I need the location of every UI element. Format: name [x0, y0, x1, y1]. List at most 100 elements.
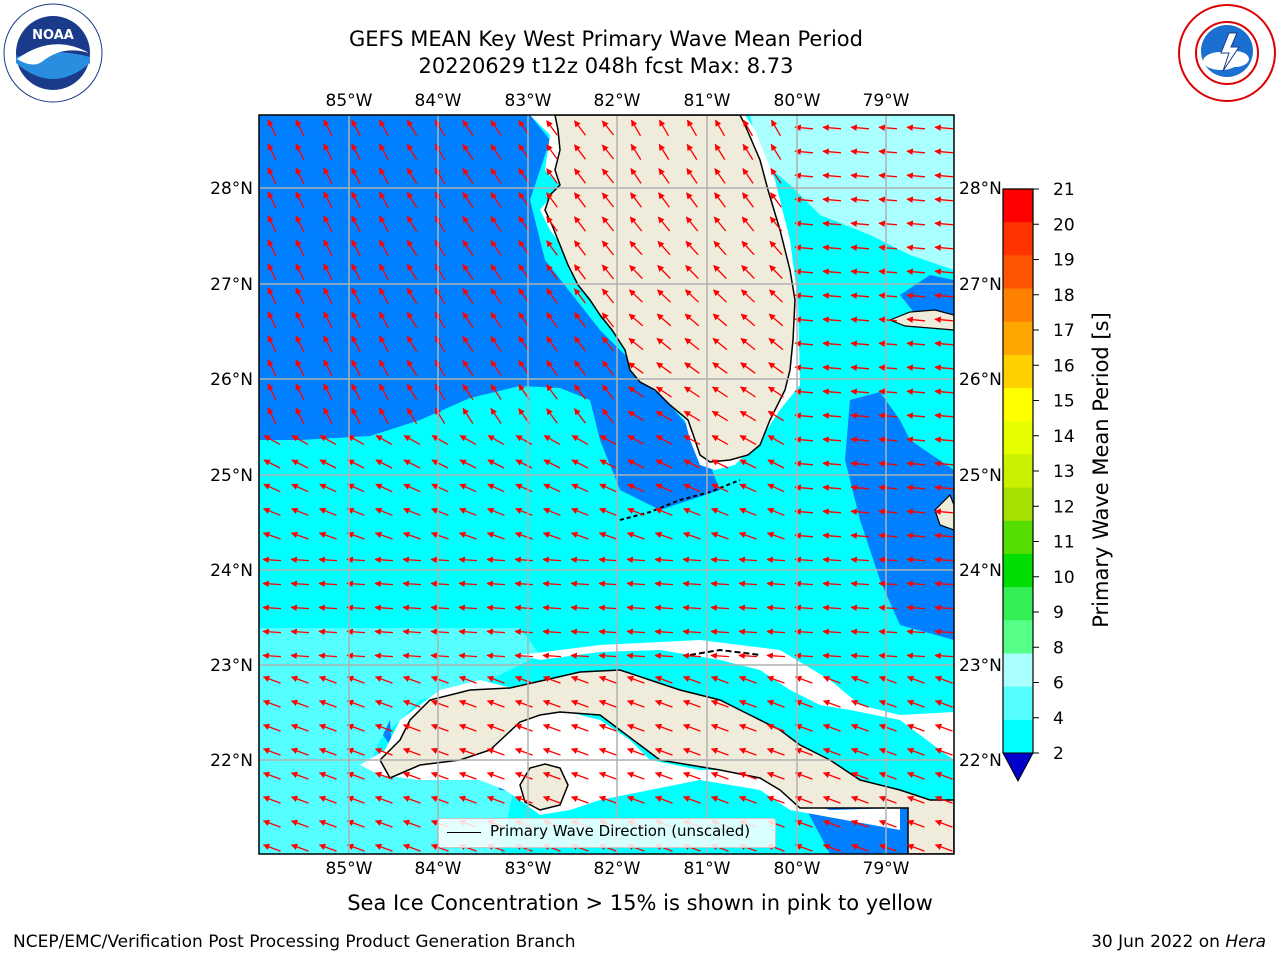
- wave-arrow: [850, 604, 870, 612]
- wave-arrow: [766, 652, 786, 660]
- lon-tick-bottom: 80°W: [774, 859, 821, 879]
- wave-arrow: [766, 580, 786, 588]
- wave-arrow: [655, 483, 673, 493]
- wave-arrow: [290, 652, 310, 660]
- wave-arrow: [374, 556, 394, 564]
- wave-arrow: [713, 240, 727, 256]
- nws-logo-icon: [1178, 4, 1276, 102]
- wave-arrow: [850, 124, 870, 131]
- colorbar-band: [1003, 222, 1033, 256]
- wave-arrow: [346, 747, 365, 756]
- wave-arrow: [878, 172, 898, 179]
- wave-arrow: [351, 263, 361, 281]
- wave-arrow: [434, 383, 446, 401]
- wave-arrow: [822, 771, 841, 780]
- wave-arrow: [402, 747, 421, 756]
- wave-arrow: [657, 240, 671, 256]
- wave-arrow: [822, 652, 842, 660]
- wave-arrow: [542, 723, 561, 732]
- wave-arrow: [794, 843, 813, 852]
- wave-arrow: [878, 604, 898, 612]
- wave-arrow: [598, 795, 617, 804]
- wave-arrow: [850, 747, 869, 756]
- wave-arrow: [822, 484, 842, 491]
- wave-arrow: [458, 795, 477, 804]
- wave-arrow: [486, 507, 505, 516]
- wave-arrow: [654, 628, 674, 636]
- wave-arrow: [406, 287, 418, 305]
- wave-arrow: [739, 410, 757, 422]
- wave-arrow: [459, 435, 477, 445]
- wave-arrow: [683, 410, 701, 422]
- colorbar-under-triangle: [1002, 752, 1034, 783]
- wave-arrow: [626, 675, 645, 684]
- wave-arrow: [794, 652, 814, 660]
- wave-arrow: [766, 699, 785, 708]
- wave-arrow: [402, 580, 422, 588]
- wave-arrow: [906, 292, 926, 299]
- wave-arrow: [654, 747, 673, 756]
- wave-arrow: [906, 484, 926, 491]
- wave-arrow: [934, 124, 954, 131]
- wave-arrow: [430, 507, 449, 516]
- wave-arrow: [682, 531, 701, 540]
- wave-arrow: [542, 675, 561, 684]
- wave-arrow: [402, 771, 421, 780]
- wave-arrow: [374, 795, 393, 804]
- wave-arrow: [571, 435, 589, 445]
- wave-arrow: [379, 383, 389, 401]
- wave-arrow: [262, 628, 282, 636]
- wave-arrow: [323, 239, 333, 257]
- colorbar-tick-label: 20: [1053, 215, 1075, 235]
- wave-arrow: [546, 360, 558, 376]
- colorbar-tick-label: 13: [1053, 462, 1075, 482]
- lon-tick-bottom: 85°W: [326, 859, 373, 879]
- wave-arrow: [290, 556, 310, 564]
- wave-arrow: [295, 119, 305, 137]
- wave-arrow: [934, 244, 954, 251]
- wave-arrow: [431, 483, 449, 493]
- wave-arrow: [794, 699, 813, 708]
- wave-arrow: [323, 311, 333, 329]
- wave-arrow: [906, 220, 926, 227]
- wave-arrow: [318, 771, 337, 780]
- wave-arrow: [850, 580, 870, 588]
- wave-arrow: [542, 580, 562, 588]
- wave-arrow: [686, 168, 698, 184]
- colorbar-tick-label: 12: [1053, 497, 1075, 517]
- wave-arrow: [742, 143, 754, 160]
- wave-arrow: [267, 119, 277, 137]
- wave-arrow: [486, 723, 505, 732]
- wave-arrow: [794, 675, 813, 684]
- wave-arrow: [740, 337, 756, 351]
- wave-arrow: [406, 239, 418, 257]
- wave-arrow: [318, 580, 338, 588]
- wave-arrow: [462, 119, 474, 136]
- wave-arrow: [290, 819, 309, 828]
- wave-arrow: [542, 628, 562, 636]
- wave-arrow: [934, 819, 953, 828]
- wave-arrow: [770, 119, 782, 137]
- colorbar-band: [1003, 354, 1033, 389]
- colorbar-tick-label: 11: [1053, 533, 1075, 553]
- wave-arrow: [406, 263, 418, 281]
- lon-tick-top: 79°W: [863, 91, 910, 111]
- wave-arrow: [402, 531, 421, 540]
- wave-arrow: [934, 556, 954, 564]
- wave-arrow: [374, 604, 394, 612]
- wave-arrow: [599, 435, 617, 445]
- wave-arrow: [514, 604, 534, 612]
- wave-arrow: [323, 335, 333, 353]
- wave-arrow: [323, 167, 333, 185]
- wave-arrow: [822, 604, 842, 612]
- wave-arrow: [434, 287, 446, 305]
- wave-arrow: [934, 436, 954, 443]
- wave-arrow: [379, 263, 389, 281]
- wave-arrow: [318, 795, 337, 804]
- wave-arrow: [434, 239, 446, 257]
- wave-arrow: [710, 795, 729, 804]
- wave-arrow: [738, 699, 757, 708]
- wave-arrow: [434, 407, 446, 425]
- wave-arrow: [490, 407, 502, 424]
- wave-arrow: [738, 628, 758, 636]
